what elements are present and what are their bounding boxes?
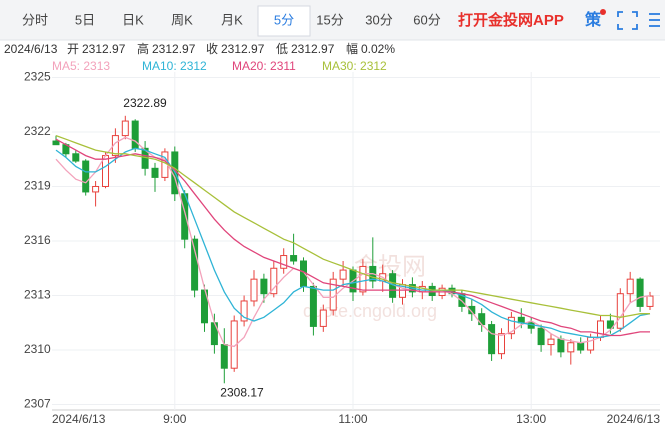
candle-body bbox=[606, 320, 614, 329]
candle-body bbox=[191, 238, 199, 291]
candle-body bbox=[111, 135, 119, 157]
candle-body bbox=[547, 338, 555, 346]
x-tick-label: 11:00 bbox=[338, 412, 367, 426]
candle-body bbox=[230, 320, 238, 369]
tab-bar bbox=[0, 0, 665, 40]
info-text: 2312.97 bbox=[291, 42, 335, 56]
candle-body bbox=[72, 153, 80, 162]
candle-body bbox=[557, 338, 565, 353]
candle-body bbox=[507, 316, 515, 335]
candle-body bbox=[537, 327, 545, 346]
app-link[interactable]: 打开金投网APP bbox=[458, 11, 564, 29]
candle-body bbox=[280, 255, 288, 269]
x-tick-label: 9:00 bbox=[163, 412, 187, 426]
candle-body bbox=[121, 120, 129, 137]
tab[interactable]: 5日 bbox=[75, 12, 95, 27]
legend-entry: MA30: 2312 bbox=[322, 59, 387, 73]
candle-body bbox=[319, 309, 327, 327]
info-text: 2024/6/13 bbox=[4, 42, 58, 56]
candle-body bbox=[646, 295, 654, 307]
candle-body bbox=[339, 269, 347, 280]
strategy-button[interactable]: 策 bbox=[584, 10, 602, 29]
tab[interactable]: 30分 bbox=[365, 12, 392, 27]
info-text: 0.02% bbox=[361, 42, 395, 56]
y-tick-label: 2307 bbox=[24, 397, 51, 411]
y-tick-label: 2322 bbox=[24, 124, 51, 138]
tab[interactable]: 周K bbox=[171, 12, 193, 27]
info-text: 2312.97 bbox=[82, 42, 126, 56]
extreme-label: 2308.17 bbox=[220, 385, 264, 399]
legend-entry: MA5: 2313 bbox=[52, 59, 110, 73]
candle-body bbox=[597, 320, 604, 338]
tab[interactable]: 60分 bbox=[413, 12, 440, 27]
tab[interactable]: 分时 bbox=[22, 12, 48, 27]
badge-dot bbox=[600, 9, 606, 15]
info-text: 开 bbox=[67, 42, 79, 56]
candle-body bbox=[468, 305, 476, 315]
tab[interactable]: 日K bbox=[122, 12, 144, 27]
candle-body bbox=[82, 160, 90, 193]
fullscreen-icon[interactable] bbox=[617, 11, 638, 30]
legend-entry: MA20: 2311 bbox=[232, 59, 296, 73]
y-tick-label: 2316 bbox=[24, 233, 51, 247]
info-text: 幅 bbox=[346, 41, 358, 56]
legend-entry: MA10: 2312 bbox=[142, 59, 207, 73]
tab[interactable]: 月K bbox=[221, 12, 243, 27]
ma-line bbox=[55, 147, 651, 338]
x-tick-label: 13:00 bbox=[516, 412, 546, 426]
candle-body bbox=[220, 344, 228, 369]
candle-body bbox=[309, 285, 317, 327]
candle-body bbox=[488, 324, 496, 355]
menu-icon[interactable] bbox=[649, 13, 660, 27]
info-text: 收 bbox=[206, 42, 218, 56]
info-text: 2312.97 bbox=[221, 42, 265, 56]
candle-body bbox=[151, 167, 159, 178]
candle-body bbox=[359, 265, 367, 293]
candle-body bbox=[270, 267, 278, 295]
x-tick-label: 2024/6/13 bbox=[607, 412, 661, 426]
info-text: 低 bbox=[276, 42, 288, 56]
candle-body bbox=[250, 278, 258, 302]
candle-body bbox=[498, 333, 505, 355]
ma-line bbox=[55, 138, 650, 337]
tab[interactable]: 15分 bbox=[316, 12, 343, 27]
tab[interactable]: 5分 bbox=[274, 12, 294, 27]
candle-body bbox=[92, 185, 100, 193]
y-tick-label: 2325 bbox=[24, 70, 51, 84]
y-tick-label: 2319 bbox=[24, 179, 51, 193]
x-tick-label: 2024/6/13 bbox=[52, 412, 106, 426]
candle-body bbox=[587, 336, 595, 351]
candle-body bbox=[131, 120, 139, 149]
y-tick-label: 2313 bbox=[24, 288, 51, 302]
candle-body bbox=[577, 342, 585, 351]
y-tick-label: 2310 bbox=[24, 342, 51, 356]
info-text: 2312.97 bbox=[152, 42, 196, 56]
candle-body bbox=[616, 293, 624, 329]
info-text: 高 bbox=[137, 41, 149, 56]
candle-body bbox=[240, 300, 248, 322]
ma-line bbox=[55, 134, 650, 318]
extreme-label: 2322.89 bbox=[123, 96, 167, 110]
candle-body bbox=[290, 255, 298, 262]
candle-body bbox=[52, 140, 60, 146]
candle-body bbox=[260, 278, 268, 295]
candle-body bbox=[567, 342, 575, 353]
tab-selected bbox=[257, 5, 311, 37]
candle-body bbox=[626, 278, 634, 295]
candle-body bbox=[636, 278, 644, 307]
